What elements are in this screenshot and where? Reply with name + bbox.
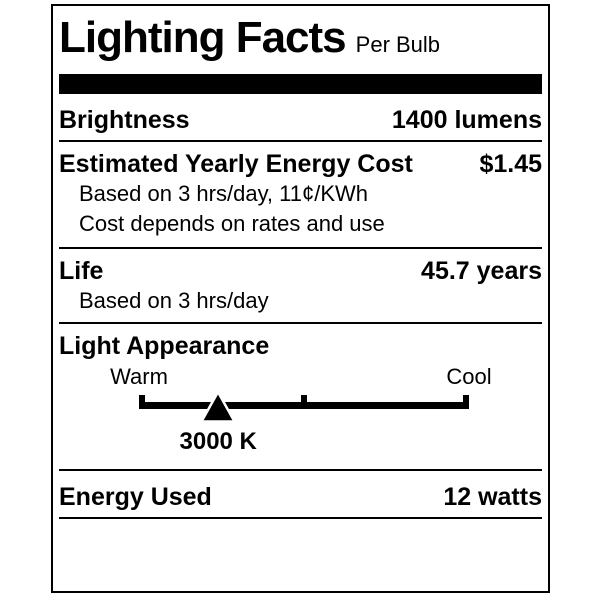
color-temperature-scale — [139, 389, 469, 423]
label-title: Lighting Facts — [59, 13, 347, 62]
brightness-value: 1400 lumens — [391, 106, 542, 134]
lighting-facts-label: Lighting Facts Per Bulb Brightness 1400 … — [51, 4, 550, 593]
scale-tick-right — [463, 395, 469, 409]
kelvin-value: 3000 K — [179, 428, 257, 455]
energy-cost-label: Estimated Yearly Energy Cost — [59, 150, 413, 178]
light-appearance-section: Light Appearance Warm Cool 3000 K — [59, 324, 542, 471]
energy-used-label: Energy Used — [59, 483, 212, 511]
life-value: 45.7 years — [421, 257, 542, 285]
scale-tick-left — [139, 395, 145, 409]
life-note: Based on 3 hrs/day — [79, 288, 269, 313]
cool-label: Cool — [446, 364, 492, 389]
energy-cost-value: $1.45 — [479, 150, 542, 178]
header-divider-bar — [59, 74, 542, 94]
life-section: Life 45.7 years Based on 3 hrs/day — [59, 249, 542, 324]
energy-cost-note-1: Based on 3 hrs/day, 11¢/KWh — [79, 181, 369, 206]
energy-cost-section: Estimated Yearly Energy Cost $1.45 Based… — [59, 142, 542, 249]
energy-used-value: 12 watts — [443, 483, 542, 511]
life-label: Life — [59, 257, 104, 285]
brightness-section: Brightness 1400 lumens — [59, 94, 542, 142]
scale-tick-middle — [301, 395, 307, 409]
energy-used-section: Energy Used 12 watts — [59, 471, 542, 519]
brightness-label: Brightness — [59, 106, 190, 134]
warm-label: Warm — [110, 364, 168, 389]
energy-cost-note-2: Cost depends on rates and use — [79, 211, 385, 236]
light-appearance-label: Light Appearance — [59, 332, 270, 360]
label-header: Lighting Facts Per Bulb — [59, 6, 542, 70]
label-subtitle: Per Bulb — [355, 32, 441, 57]
kelvin-marker-triangle-icon — [199, 389, 237, 423]
